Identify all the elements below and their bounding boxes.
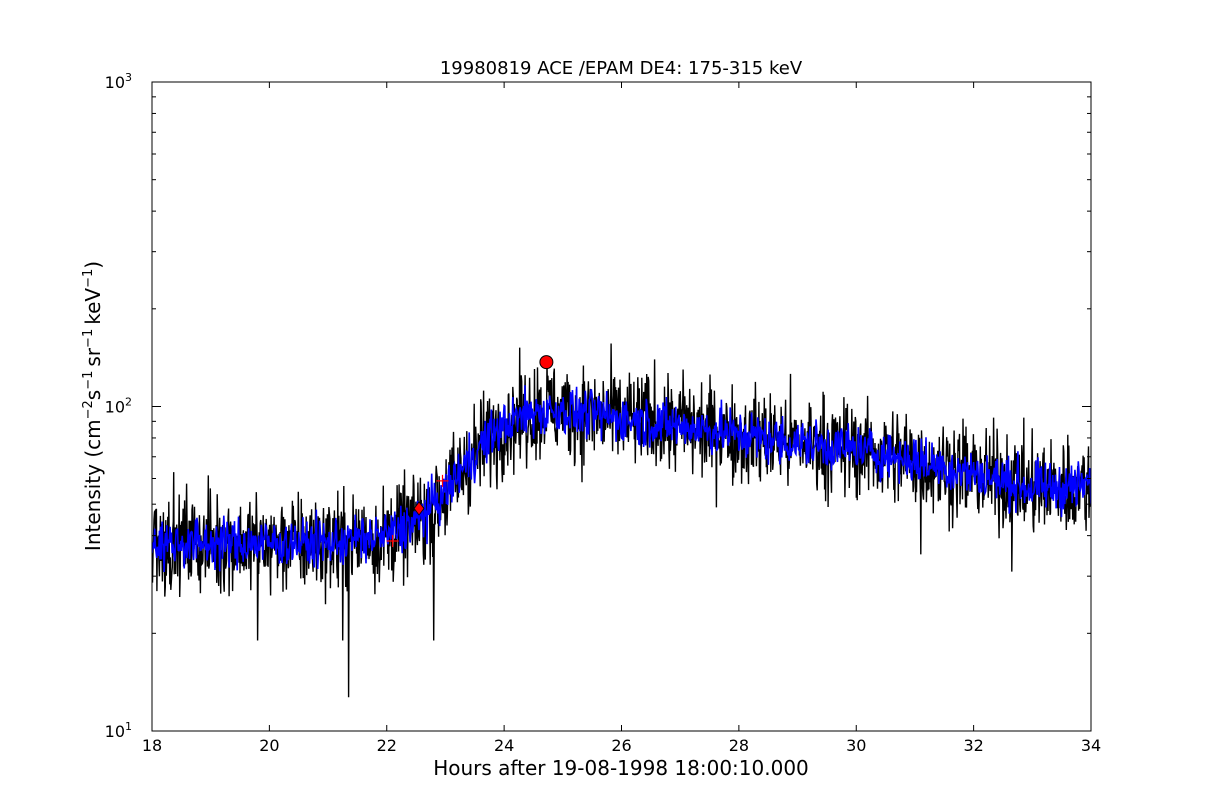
y-label-part2: s — [81, 390, 105, 400]
y-label-sup3: −1 — [81, 329, 96, 348]
series-smoothed-line — [152, 385, 1091, 573]
marker-layer — [386, 355, 554, 548]
y-tick-label: 101 — [105, 720, 132, 741]
x-tick-label: 28 — [729, 736, 749, 755]
y-label-sup4: −1 — [81, 269, 96, 288]
y-label-part4: keV — [81, 288, 105, 325]
x-tick-label: 18 — [142, 736, 162, 755]
y-tick-label: 103 — [105, 71, 132, 92]
marker-diamond — [413, 501, 425, 516]
tick-layer: 18 20 22 24 26 28 30 32 34 101 102 103 — [105, 71, 1102, 755]
y-label-suffix: ) — [81, 261, 105, 269]
x-tick-label: 32 — [963, 736, 983, 755]
x-tick-label: 24 — [494, 736, 514, 755]
axes-frame — [152, 82, 1091, 731]
y-label-sup2: −1 — [81, 371, 96, 390]
x-axis-label: Hours after 19-08-1998 18:00:10.000 — [433, 756, 809, 780]
y-label-prefix: Intensity (cm — [81, 419, 105, 551]
series-layer — [152, 343, 1091, 698]
x-tick-label: 34 — [1081, 736, 1101, 755]
chart-title: 19980819 ACE /EPAM DE4: 175-315 keV — [440, 58, 803, 79]
y-tick-label: 102 — [105, 396, 132, 417]
marker-plus — [386, 535, 399, 548]
x-tick-label: 20 — [259, 736, 279, 755]
y-label-sup1: −2 — [81, 400, 96, 419]
y-label-part3: sr — [81, 347, 105, 366]
marker-circle — [539, 355, 554, 370]
x-tick-label: 30 — [846, 736, 866, 755]
x-tick-label: 26 — [611, 736, 631, 755]
plot-area: 18 20 22 24 26 28 30 32 34 101 102 103 — [105, 71, 1102, 755]
y-axis-label: Intensity (cm−2s−1sr−1keV−1) — [81, 261, 105, 551]
x-tick-label: 22 — [377, 736, 397, 755]
marker-plus — [436, 474, 449, 487]
